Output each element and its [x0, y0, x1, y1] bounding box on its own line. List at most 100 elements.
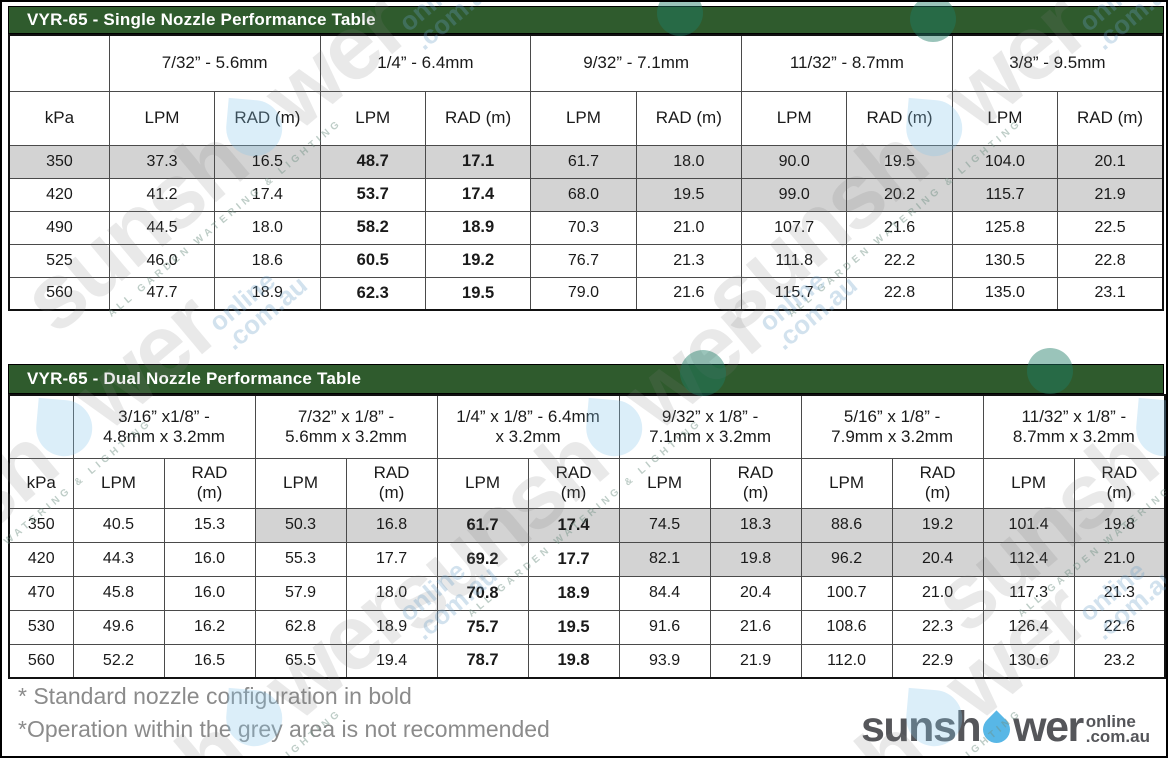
footnotes: * Standard nozzle configuration in bold … — [18, 680, 550, 746]
nozzle-size-line1: 5/16” x 1/8” - — [843, 406, 941, 426]
rad-line2: (m) — [560, 483, 587, 502]
lpm-header: LPM — [530, 90, 637, 146]
value-cell: 117.3 — [982, 575, 1075, 611]
rad-line1: RAD — [919, 463, 956, 482]
rad-line2: (m) — [742, 483, 769, 502]
value-cell: 44.5 — [108, 210, 216, 245]
table-row: 420 44.3 16.0 55.3 17.7 69.2 17.7 82.1 19.8 96.2 2… — [8, 541, 1166, 577]
value-cell: 15.3 — [163, 507, 256, 543]
value-cell: 115.7 — [951, 177, 1059, 212]
value-cell: 91.6 — [618, 609, 711, 645]
rad-header: RAD (m) — [709, 457, 802, 509]
nozzle-size-line2: 8.7mm x 3.2mm — [1012, 426, 1135, 446]
value-cell: 18.6 — [214, 243, 321, 278]
value-cell: 68.0 — [530, 177, 637, 212]
kpa-value-cell: 350 — [8, 144, 110, 179]
value-cell: 21.3 — [635, 243, 743, 278]
rad-line2: (m) — [378, 483, 405, 502]
kpa-value-cell: 530 — [8, 609, 74, 645]
lpm-header: LPM — [319, 90, 426, 146]
value-cell: 70.3 — [530, 210, 637, 245]
lpm-header: LPM — [800, 457, 893, 509]
dual-nozzle-table-section: VYR-65 - Dual Nozzle Performance Table 3… — [8, 364, 1166, 679]
value-cell: 22.6 — [1073, 609, 1166, 645]
value-cell: 19.8 — [1073, 507, 1166, 543]
value-cell: 19.5 — [527, 609, 620, 645]
value-cell: 37.3 — [108, 144, 216, 179]
value-cell: 135.0 — [951, 276, 1059, 311]
single-nozzle-table: 7/32” - 5.6mm 1/4” - 6.4mm 9/32” - 7.1mm… — [8, 34, 1164, 311]
lpm-header: LPM — [436, 457, 529, 509]
value-cell: 47.7 — [108, 276, 216, 311]
rad-header: RAD (m) — [891, 457, 984, 509]
value-cell: 108.6 — [800, 609, 893, 645]
footnote-bold: * Standard nozzle configuration in bold — [18, 683, 412, 709]
value-cell: 74.5 — [618, 507, 711, 543]
rad-line1: RAD — [373, 463, 410, 482]
value-cell: 16.0 — [163, 575, 256, 611]
value-cell: 16.5 — [163, 643, 256, 679]
nozzle-size-header: 11/32” x 1/8” - 8.7mm x 3.2mm — [982, 394, 1166, 459]
value-cell: 101.4 — [982, 507, 1075, 543]
lpm-header: LPM — [254, 457, 347, 509]
single-table-title: VYR-65 - Single Nozzle Performance Table — [8, 6, 1164, 34]
value-cell: 21.0 — [1073, 541, 1166, 577]
table-row: 560 47.7 18.9 62.3 19.5 79.0 21.6 115.7 22.8 135.… — [8, 276, 1164, 311]
value-cell: 69.2 — [436, 541, 529, 577]
sunshower-logo: sunsh wer online .com.au — [861, 706, 1150, 749]
value-cell: 45.8 — [72, 575, 165, 611]
nozzle-size-header-row: 7/32” - 5.6mm 1/4” - 6.4mm 9/32” - 7.1mm… — [8, 34, 1164, 92]
table-row: 470 45.8 16.0 57.9 18.0 70.8 18.9 84.4 20.4 100.7… — [8, 575, 1166, 611]
value-cell: 78.7 — [436, 643, 529, 679]
value-cell: 18.9 — [527, 575, 620, 611]
nozzle-size-header: 11/32” - 8.7mm — [741, 34, 953, 92]
value-cell: 17.4 — [527, 507, 620, 543]
measure-header-row: kPa LPM RAD (m) LPM RAD (m) LPM RAD (m) … — [8, 90, 1164, 146]
nozzle-size-line1: 11/32” x 1/8” - — [1021, 406, 1127, 426]
single-nozzle-table-section: VYR-65 - Single Nozzle Performance Table… — [8, 6, 1164, 311]
nozzle-size-line1: 9/32” x 1/8” - — [661, 406, 759, 426]
nozzle-size-header: 5/16” x 1/8” - 7.9mm x 3.2mm — [800, 394, 984, 459]
rad-header: RAD (m) — [635, 90, 743, 146]
value-cell: 16.0 — [163, 541, 256, 577]
value-cell: 130.5 — [951, 243, 1059, 278]
value-cell: 112.4 — [982, 541, 1075, 577]
value-cell: 22.8 — [846, 276, 953, 311]
value-cell: 18.9 — [424, 210, 532, 245]
value-cell: 112.0 — [800, 643, 893, 679]
value-cell: 61.7 — [436, 507, 529, 543]
value-cell: 20.1 — [1057, 144, 1164, 179]
nozzle-size-line2: 5.6mm x 3.2mm — [285, 426, 407, 446]
rad-line1: RAD — [1101, 463, 1138, 482]
lpm-header: LPM — [951, 90, 1059, 146]
value-cell: 44.3 — [72, 541, 165, 577]
measure-header-row: kPa LPM RAD (m) LPM RAD (m) LPM RAD (m) — [8, 457, 1166, 509]
logo-com-au: .com.au — [1085, 727, 1150, 746]
value-cell: 18.0 — [214, 210, 321, 245]
nozzle-size-line1: 7/32” x 1/8” - — [297, 406, 395, 426]
rad-header: RAD (m) — [1073, 457, 1166, 509]
value-cell: 79.0 — [530, 276, 637, 311]
table-row: 490 44.5 18.0 58.2 18.9 70.3 21.0 107.7 21.6 125.… — [8, 210, 1164, 245]
kpa-value-cell: 420 — [8, 541, 74, 577]
kpa-value-cell: 525 — [8, 243, 110, 278]
value-cell: 17.4 — [424, 177, 532, 212]
value-cell: 93.9 — [618, 643, 711, 679]
value-cell: 20.2 — [846, 177, 953, 212]
table-row: 420 41.2 17.4 53.7 17.4 68.0 19.5 99.0 20.2 115.7… — [8, 177, 1164, 212]
value-cell: 19.5 — [635, 177, 743, 212]
value-cell: 70.8 — [436, 575, 529, 611]
value-cell: 19.2 — [424, 243, 532, 278]
nozzle-size-line2: 4.8mm x 3.2mm — [103, 426, 225, 446]
value-cell: 19.5 — [424, 276, 532, 311]
dual-table-title: VYR-65 - Dual Nozzle Performance Table — [8, 364, 1164, 394]
value-cell: 18.0 — [635, 144, 743, 179]
value-cell: 130.6 — [982, 643, 1075, 679]
value-cell: 16.8 — [345, 507, 438, 543]
nozzle-size-line2: x 3.2mm — [495, 426, 561, 446]
nozzle-size-line1: 1/4” x 1/8” - 6.4mm — [456, 406, 600, 426]
value-cell: 23.1 — [1057, 276, 1164, 311]
value-cell: 75.7 — [436, 609, 529, 645]
nozzle-size-header: 1/4” x 1/8” - 6.4mm x 3.2mm — [436, 394, 620, 459]
value-cell: 100.7 — [800, 575, 893, 611]
